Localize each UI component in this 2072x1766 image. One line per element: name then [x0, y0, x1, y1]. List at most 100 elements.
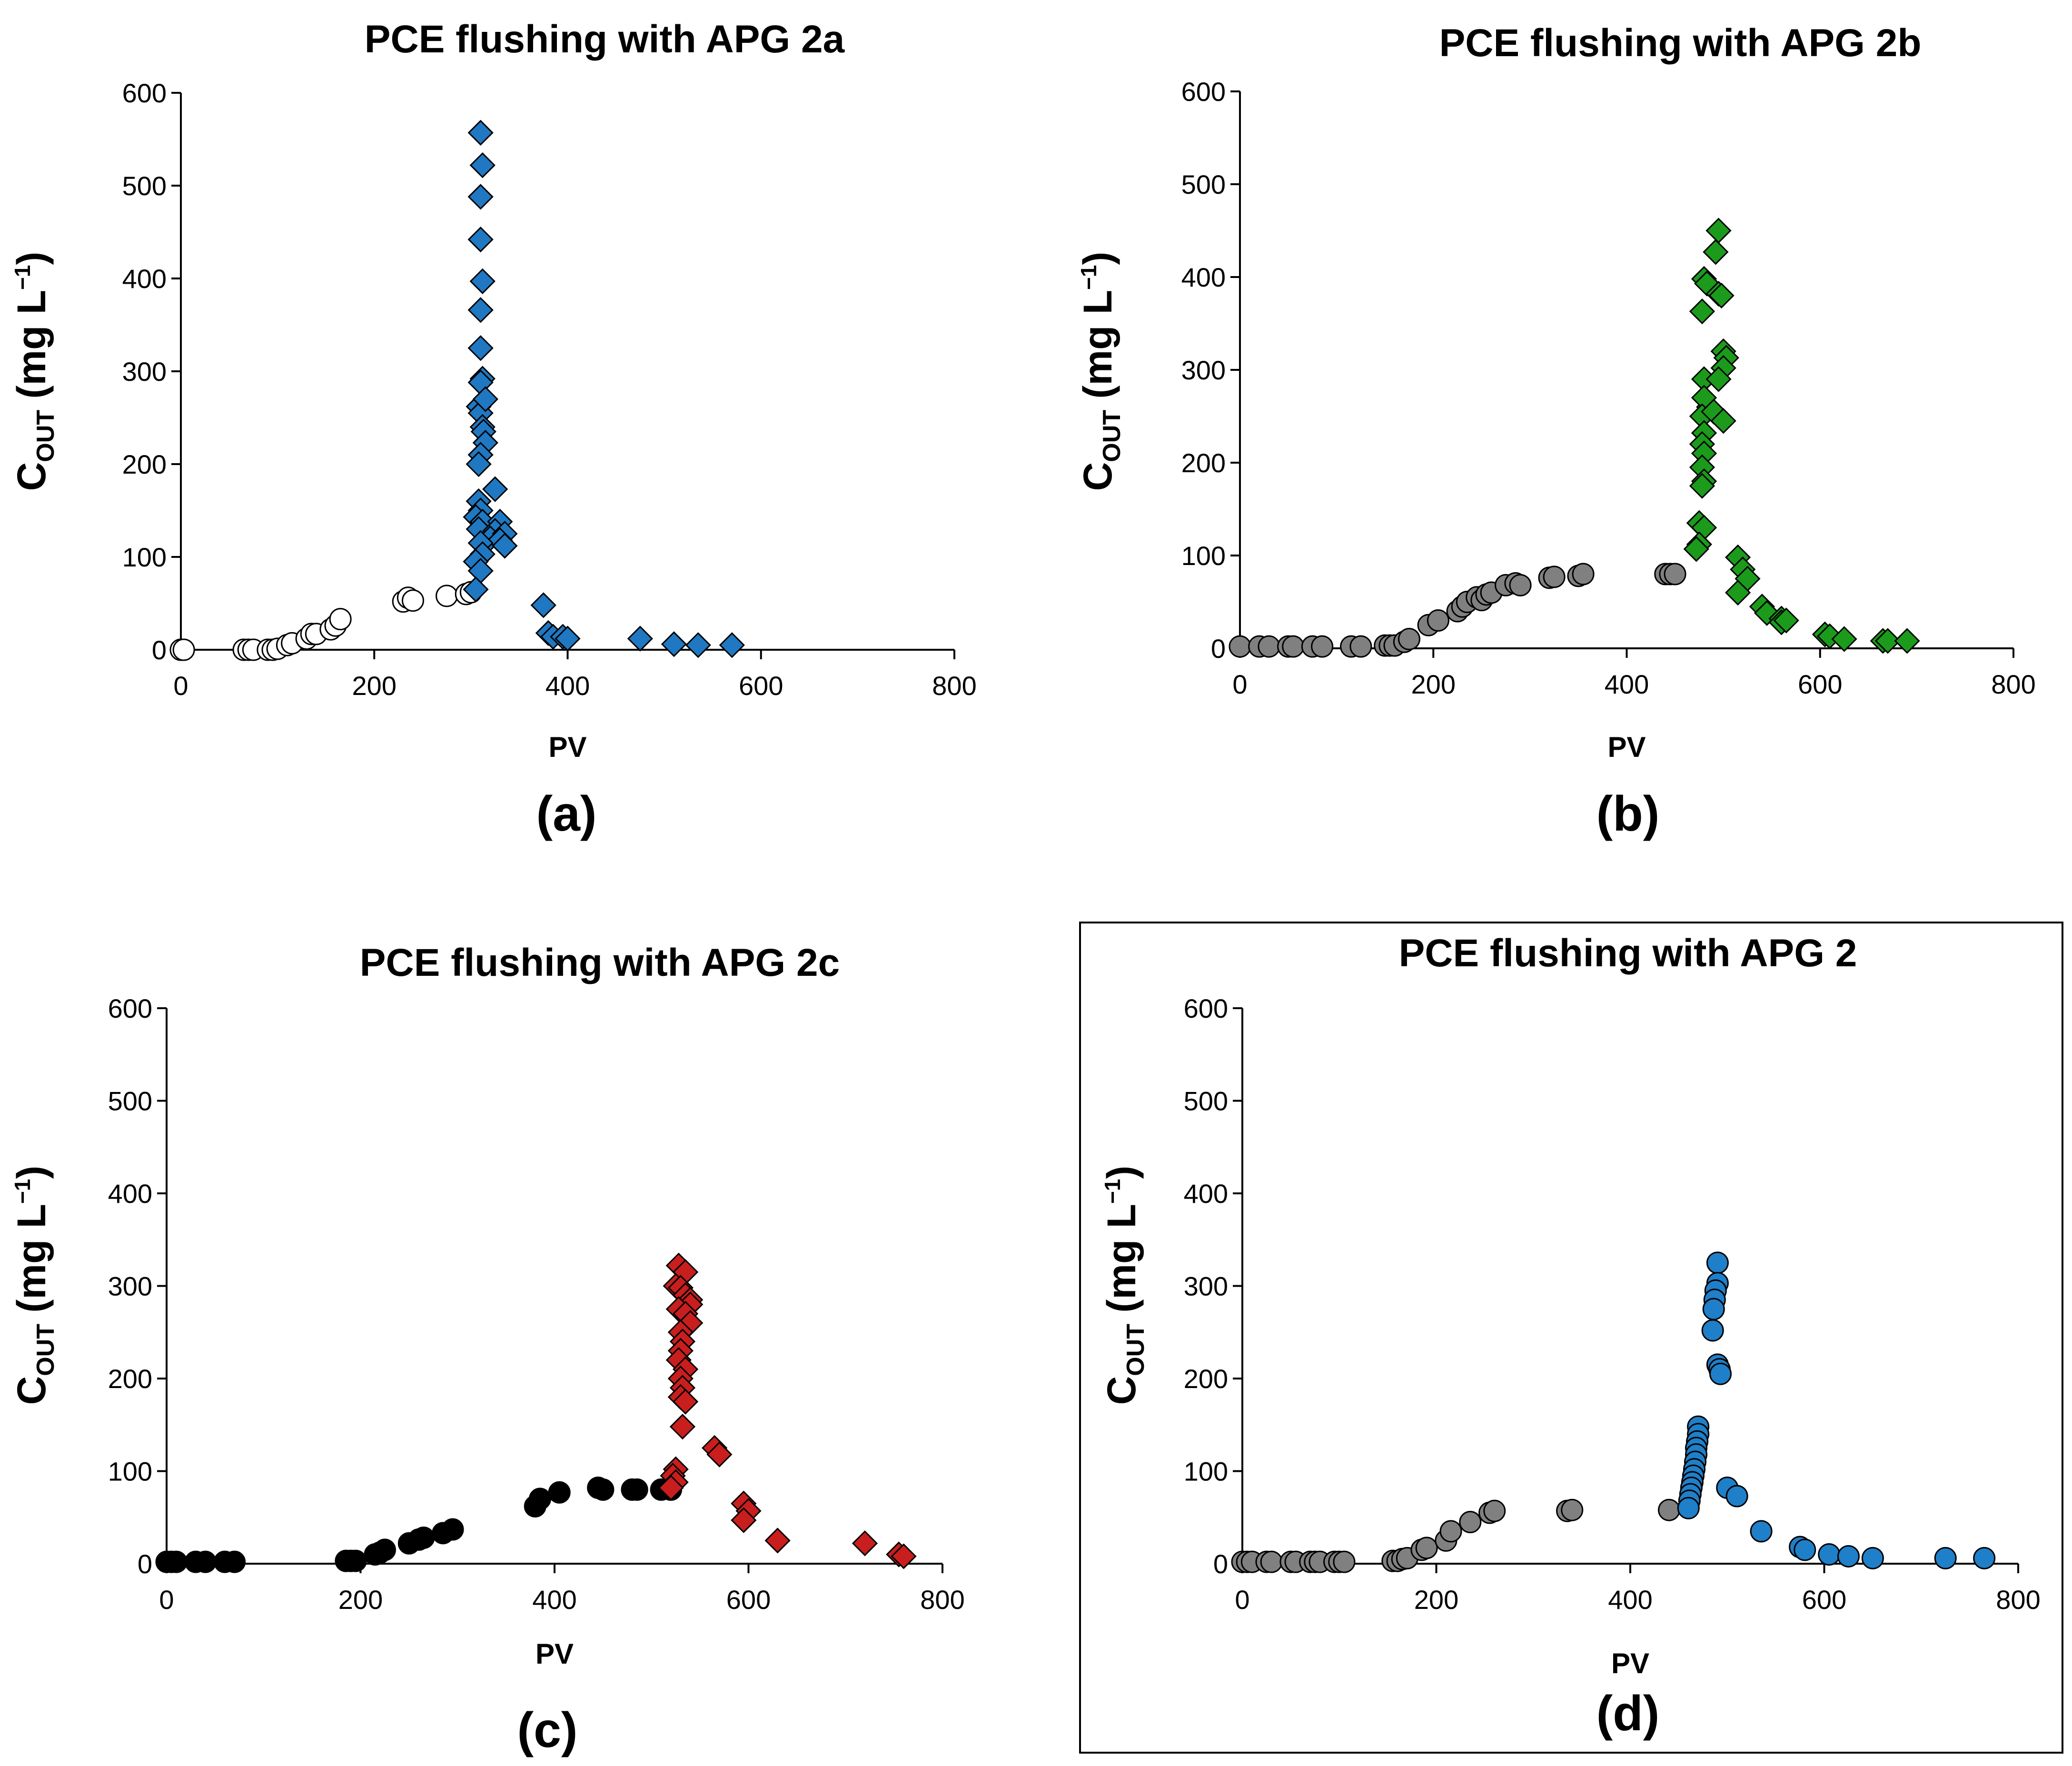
data-point	[436, 585, 458, 607]
x-axis-label: PV	[548, 731, 586, 763]
data-point	[1483, 1499, 1506, 1522]
x-tick-label: 600	[1802, 1585, 1846, 1615]
data-point	[555, 625, 581, 652]
data-point	[469, 268, 496, 294]
y-tick-label: 500	[108, 1086, 152, 1116]
data-point	[172, 638, 195, 661]
x-axis-label: PV	[535, 1638, 574, 1670]
panel-d-frame	[1079, 922, 2063, 1754]
x-tick-label: 400	[532, 1585, 576, 1615]
y-axis-label: COUT (mg L−1)	[9, 1166, 59, 1405]
y-tick-label: 0	[152, 635, 167, 665]
data-point	[402, 589, 424, 612]
y-tick-label: 300	[122, 357, 167, 387]
y-tick-label: 500	[1181, 169, 1226, 199]
data-point	[1664, 563, 1686, 585]
data-point	[530, 592, 556, 618]
data-point	[1750, 1520, 1773, 1543]
x-tick-label: 800	[932, 671, 976, 701]
data-point	[1837, 1545, 1860, 1568]
data-point	[685, 632, 711, 658]
panel-c: PCE flushing with APG 2c 0 100 200 300 400 500…	[9, 941, 965, 1758]
y-tick-label: 600	[122, 78, 167, 108]
data-point	[548, 1481, 571, 1504]
data-point	[344, 1549, 367, 1572]
data-point	[467, 226, 494, 253]
x-tick-label: 600	[726, 1585, 771, 1615]
data-point	[706, 1441, 733, 1468]
data-point	[467, 335, 494, 361]
data-point	[1658, 1498, 1680, 1521]
data-point	[625, 1478, 648, 1501]
panel-label: (a)	[536, 786, 596, 842]
panel-b: PCE flushing with APG 2b 0 100 200 300 400 500…	[1075, 21, 2036, 842]
data-point	[1701, 1319, 1724, 1342]
chart-title: PCE flushing with APG 2a	[365, 18, 845, 61]
data-point	[1934, 1547, 1957, 1569]
data-point	[658, 1475, 684, 1501]
x-axis-label: PV	[1611, 1647, 1649, 1679]
y-tick-label: 600	[1181, 77, 1226, 107]
x-tick-label: 0	[1232, 669, 1247, 699]
x-tick-label: 600	[1798, 669, 1842, 699]
data-point	[1349, 635, 1372, 658]
data-point	[1311, 635, 1334, 658]
data-point	[1831, 626, 1857, 652]
data-point	[1705, 366, 1732, 392]
y-tick-label: 100	[1181, 541, 1226, 571]
x-tick-label: 800	[1991, 669, 2035, 699]
y-tick-label: 400	[1184, 1179, 1228, 1209]
data-point	[669, 1414, 696, 1440]
data-point	[1572, 563, 1595, 585]
data-point	[1794, 1538, 1816, 1561]
data-point	[373, 1538, 396, 1561]
data-point	[1561, 1498, 1584, 1521]
data-point	[1229, 635, 1251, 658]
y-tick-label: 100	[122, 542, 167, 572]
x-tick-label: 200	[1414, 1585, 1458, 1615]
panel-label: (d)	[1596, 1686, 1660, 1741]
data-point	[891, 1543, 917, 1569]
data-point	[627, 625, 653, 652]
data-point	[469, 152, 496, 179]
y-tick-label: 400	[122, 264, 167, 294]
x-tick-label: 200	[1411, 669, 1456, 699]
data-point	[492, 533, 518, 559]
data-point	[412, 1527, 435, 1549]
data-point	[1509, 574, 1532, 596]
data-point	[1260, 1550, 1283, 1573]
x-tick-label: 400	[545, 671, 590, 701]
data-point	[1398, 628, 1420, 650]
data-point	[1708, 282, 1735, 309]
y-tick-label: 200	[108, 1364, 152, 1394]
y-axis-label: COUT (mg L−1)	[1075, 252, 1126, 491]
y-tick-label: 500	[122, 171, 167, 201]
y-tick-label: 300	[1184, 1271, 1228, 1301]
data-point	[463, 576, 489, 603]
data-point	[1543, 566, 1566, 588]
data-point	[194, 1550, 217, 1573]
y-tick-label: 0	[1211, 634, 1226, 664]
panel-d: PCE flushing with APG 2 0 100 200 300 400 500 6…	[1099, 932, 2041, 1741]
panel-label: (b)	[1596, 786, 1660, 842]
data-point	[1333, 1550, 1356, 1573]
data-point	[1415, 1537, 1438, 1559]
data-point	[1705, 218, 1732, 244]
data-point	[1703, 239, 1729, 265]
chart-title: PCE flushing with APG 2b	[1439, 21, 1922, 65]
data-point	[165, 1550, 188, 1573]
y-tick-label: 400	[1181, 262, 1226, 292]
data-point	[1439, 1520, 1462, 1543]
y-tick-label: 200	[122, 449, 167, 479]
data-point	[467, 184, 494, 210]
data-point	[1677, 1497, 1700, 1519]
data-point	[672, 1389, 699, 1415]
data-point	[482, 476, 508, 502]
data-point	[1874, 628, 1901, 654]
data-point	[1861, 1547, 1884, 1569]
y-tick-label: 600	[108, 993, 152, 1023]
data-point	[329, 608, 352, 631]
x-axis-label: PV	[1607, 731, 1646, 763]
data-point	[467, 297, 494, 323]
